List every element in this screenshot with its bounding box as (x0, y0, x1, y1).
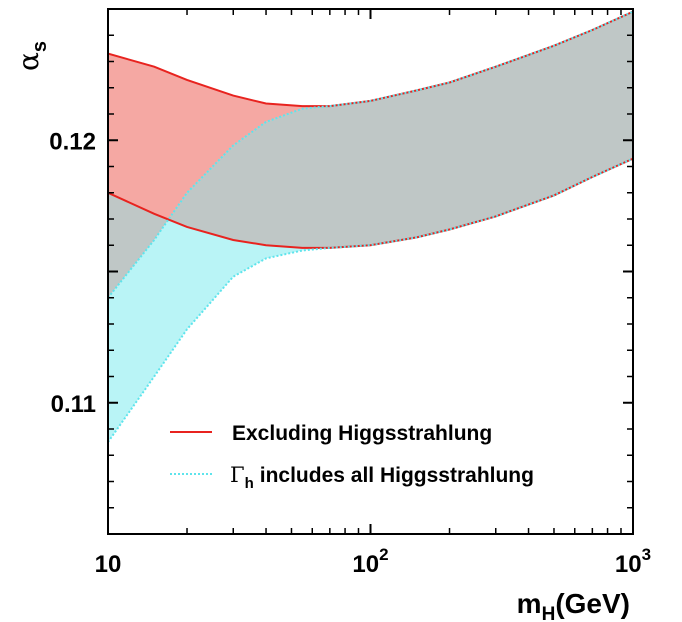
legend-label-red: Excluding Higgsstrahlung (232, 422, 492, 445)
x-tick-label-exponent: 2 (379, 545, 388, 564)
line-includes-upper (108, 10, 633, 299)
legend: Excluding Higgsstrahlung Γh includes all … (170, 422, 534, 492)
y-tick-label: 0.12 (49, 128, 96, 155)
x-tick-label-base: 10 (95, 551, 122, 578)
band-overlap (108, 11, 633, 298)
x-axis-title: mH(GeV) (517, 588, 630, 622)
x-axis-title-rest: (GeV) (555, 588, 630, 619)
bands-layer (108, 11, 633, 443)
legend-gamma-sub: h (245, 475, 254, 492)
y-tick-label: 0.11 (51, 391, 96, 418)
ticks-layer (107, 8, 634, 535)
legend-label-cyan: Γh includes all Higgsstrahlung (230, 463, 534, 492)
y-axis-title: αs (12, 41, 51, 71)
legend-gamma-symbol: Γ (230, 463, 245, 487)
legend-label-cyan-text: includes all Higgsstrahlung (260, 464, 534, 487)
x-tick-label-base: 10 (615, 551, 642, 578)
x-tick-label: 103 (615, 545, 651, 578)
x-axis-title-main: m (517, 588, 542, 619)
y-axis-title-main: α (12, 52, 45, 71)
x-tick-label-exponent: 3 (642, 545, 651, 564)
y-axis-title-sub: s (29, 41, 51, 52)
x-tick-label-base: 10 (352, 551, 379, 578)
line-excluding-lower (108, 157, 633, 249)
x-tick-label: 102 (352, 545, 388, 578)
x-axis-title-sub: H (542, 604, 556, 622)
line-includes-lower (108, 157, 633, 443)
lines-layer (108, 10, 633, 443)
x-tick-label: 10 (95, 551, 122, 578)
